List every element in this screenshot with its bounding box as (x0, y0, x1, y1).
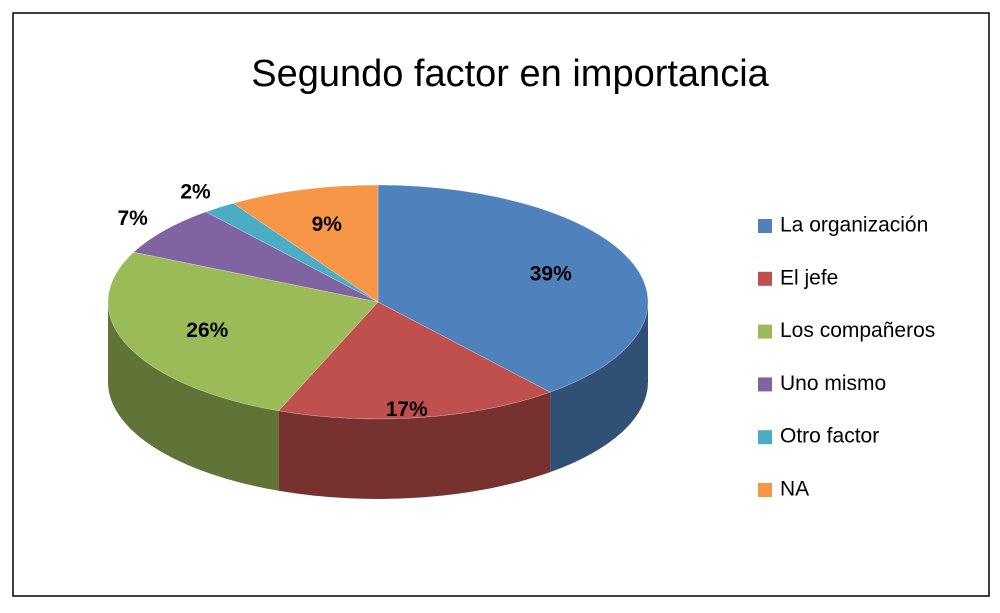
data-label: 9% (312, 213, 343, 236)
legend-label: La organización (780, 214, 928, 237)
legend-swatch (758, 483, 772, 497)
chart-title: Segundo factor en importancia (251, 53, 769, 95)
slice-side (550, 302, 648, 473)
slice-side (278, 392, 551, 500)
data-label: 26% (186, 319, 228, 342)
legend-swatch (758, 324, 772, 339)
legend-label: NA (780, 478, 809, 501)
legend-label: Uno mismo (780, 372, 886, 395)
data-label: 17% (386, 398, 428, 421)
legend-label: El jefe (780, 266, 838, 289)
legend-swatch (758, 377, 772, 392)
legend-swatch (758, 271, 772, 286)
slice (232, 184, 379, 303)
slice (278, 301, 551, 420)
data-label: 7% (117, 207, 148, 230)
legend-swatch (758, 430, 772, 445)
data-label: 39% (530, 263, 572, 286)
data-label: 2% (180, 181, 211, 204)
slice (107, 251, 379, 412)
legend-label: Los compañeros (780, 319, 935, 342)
slice (377, 184, 649, 393)
legend-label: Otro factor (780, 425, 879, 448)
slice-side (108, 302, 279, 491)
slice (133, 211, 379, 303)
legend-swatch (758, 219, 772, 233)
